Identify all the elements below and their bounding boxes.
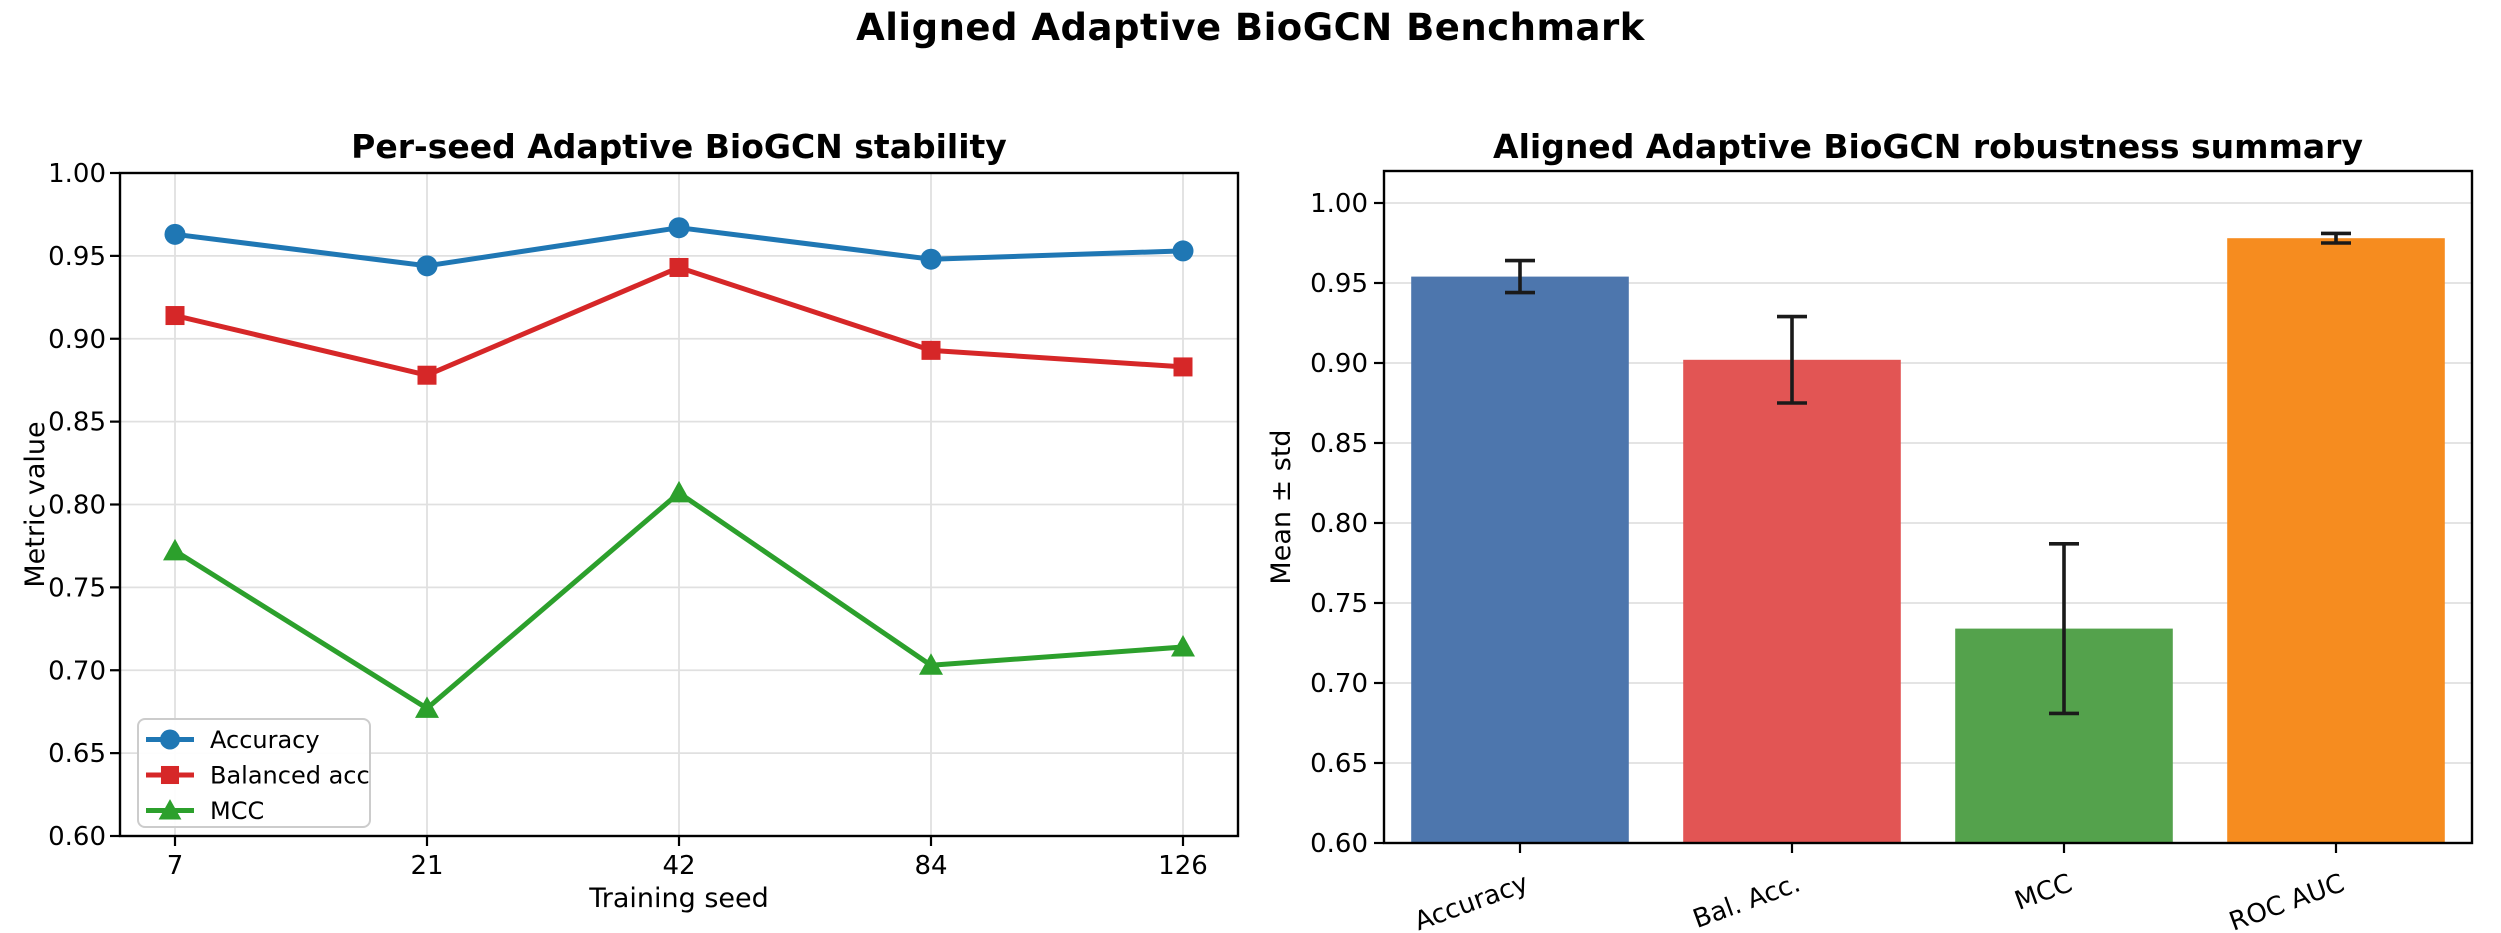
y-tick-label: 0.75 <box>48 573 106 603</box>
y-tick-label: 0.95 <box>1310 269 1368 299</box>
series-mcc <box>163 480 1195 718</box>
y-tick-label: 0.65 <box>1310 749 1368 779</box>
legend-box <box>137 718 371 828</box>
error-bar <box>2321 231 2351 245</box>
left-chart-title: Per-seed Adaptive BioGCN stability <box>351 127 1007 166</box>
legend-label: MCC <box>210 797 264 825</box>
x-tick-label: ROC AUC <box>2225 868 2348 933</box>
error-bar <box>1505 258 1535 295</box>
right-chart-title: Aligned Adaptive BioGCN robustness summa… <box>1493 127 2363 166</box>
x-tick-label: 84 <box>914 851 947 881</box>
legend: Accuracy Balanced acc MCC <box>137 718 371 828</box>
series-accuracy <box>164 217 1194 277</box>
x-tick-label: 42 <box>662 851 695 881</box>
y-tick-label: 0.65 <box>48 739 106 769</box>
right-chart-ylabel: Mean ± std <box>1266 429 1297 584</box>
error-bar <box>2049 541 2079 716</box>
axes-frame <box>1382 169 2474 845</box>
y-tick-label: 1.00 <box>48 159 106 189</box>
x-tick-label: Bal. Acc. <box>1689 868 1804 933</box>
bar-accuracy <box>1411 276 1629 844</box>
legend-label: Accuracy <box>210 726 320 754</box>
left-chart-ylabel: Metric value <box>20 421 51 587</box>
y-tick-label: 0.85 <box>1310 429 1368 459</box>
line-chart-per-seed-stability: 0.60 0.65 0.70 0.75 0.80 0.85 0.90 0.95 1.00 7 21 4… <box>20 127 1240 914</box>
y-tick-label: 0.90 <box>48 325 106 355</box>
y-tick-label: 0.80 <box>48 491 106 521</box>
y-tick-label: 0.95 <box>48 242 106 272</box>
x-tick-label: 126 <box>1158 851 1208 881</box>
y-tick-label: 0.85 <box>48 408 106 438</box>
y-tick-label: 0.60 <box>1310 829 1368 859</box>
y-tick-label: 0.70 <box>1310 669 1368 699</box>
y-tick-label: 0.90 <box>1310 349 1368 379</box>
y-tick-label: 0.70 <box>48 656 106 686</box>
series-balanced-acc <box>165 257 1193 385</box>
x-tick-label: 21 <box>410 851 443 881</box>
left-chart-xlabel: Training seed <box>588 883 769 914</box>
y-tick-label: 0.75 <box>1310 589 1368 619</box>
y-tick-label: 1.00 <box>1310 189 1368 219</box>
y-tick-label: 0.80 <box>1310 509 1368 539</box>
figure-title: Aligned Adaptive BioGCN Benchmark <box>856 6 1645 49</box>
x-tick-label: Accuracy <box>1411 868 1533 933</box>
bar-chart-robustness-summary: 0.60 0.65 0.70 0.75 0.80 0.85 0.90 0.95 1.00 Accu… <box>1266 127 2474 933</box>
legend-label: Balanced acc <box>210 762 370 790</box>
bar-bal-acc- <box>1683 359 1901 843</box>
y-tick-label: 0.60 <box>48 822 106 852</box>
x-tick-label: MCC <box>2011 868 2076 916</box>
error-bar <box>1777 314 1807 405</box>
x-tick-label: 7 <box>167 851 184 881</box>
bar-roc-auc <box>2227 238 2445 843</box>
